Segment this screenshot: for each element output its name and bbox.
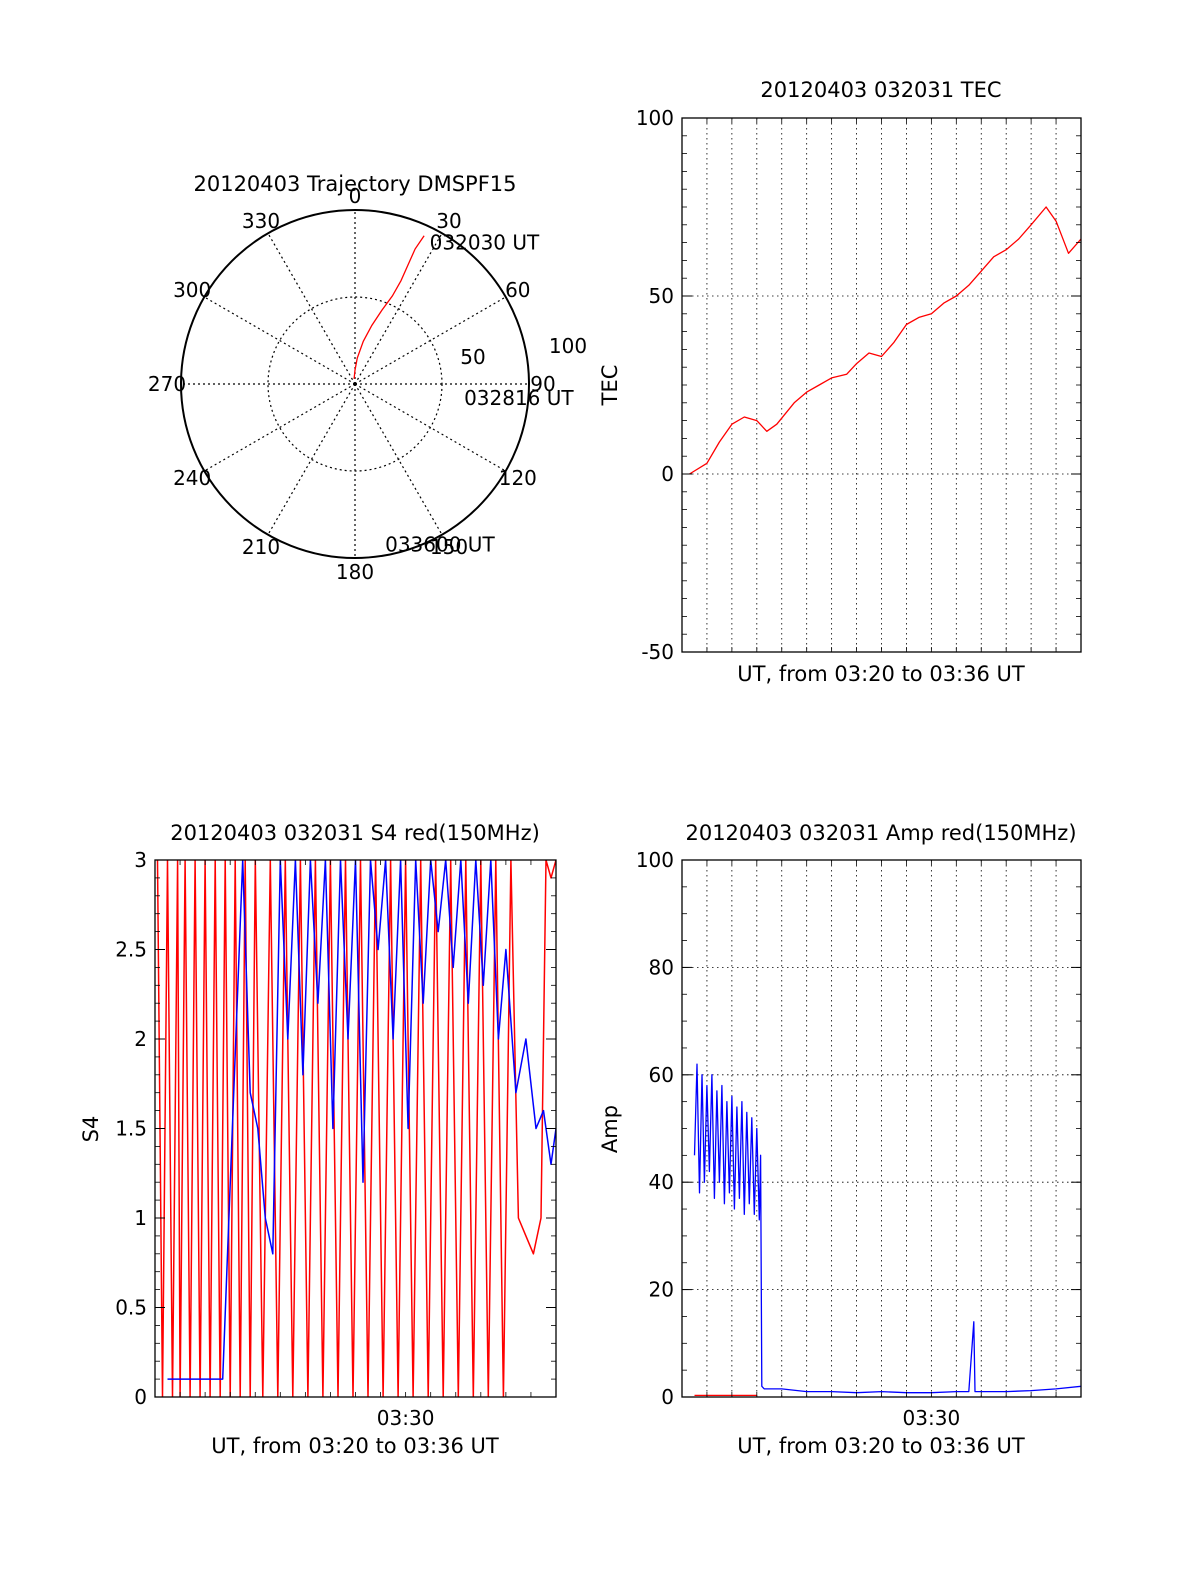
- polar-angle-label: 270: [148, 372, 186, 396]
- series-group: [693, 1063, 1081, 1397]
- polar-angle-label: 180: [336, 560, 374, 584]
- y-tick-label: 40: [649, 1170, 674, 1194]
- trajectory-line: [353, 235, 425, 379]
- y-axis: -50 0 50 100: [636, 106, 1081, 664]
- polar-angle-label: 240: [173, 466, 211, 490]
- series-line: [689, 206, 1081, 475]
- polar-spoke: [267, 383, 356, 535]
- polar-spoke: [267, 233, 356, 385]
- polar-grid: [180, 209, 530, 559]
- x-axis: [681, 118, 1082, 652]
- y-tick-label: -50: [641, 640, 674, 664]
- y-tick-label: 2.5: [115, 938, 147, 962]
- grid-lines: [682, 118, 1081, 652]
- y-tick-label: 0: [661, 1385, 674, 1409]
- y-tick-label: 20: [649, 1278, 674, 1302]
- trajectory-time-label: 032030 UT: [430, 230, 540, 254]
- series-line: [156, 860, 556, 1397]
- polar-angle-labels: 0 30 60 90 120 150 180 210 240 270 300 330 50 100: [148, 184, 587, 584]
- polar-outer-circle: [180, 209, 530, 559]
- trajectory-time-label: 033600 UT: [385, 532, 495, 556]
- polar-angle-label: 30: [436, 209, 461, 233]
- x-tick-label: 03:30: [377, 1406, 435, 1430]
- polar-spoke: [354, 383, 443, 535]
- trajectory-time-label: 032816 UT: [464, 386, 574, 410]
- polar-spoke: [354, 233, 443, 385]
- y-tick-label: 80: [649, 955, 674, 979]
- polar-angle-label: 120: [499, 466, 537, 490]
- series-line: [693, 1063, 1081, 1394]
- polar-angle-label: 90: [530, 372, 555, 396]
- amp-ylabel: Amp: [598, 1105, 622, 1153]
- polar-angle-label: 60: [505, 278, 530, 302]
- s4-panel: 20120403 032031 S4 red(150MHz) UT, from …: [79, 821, 557, 1458]
- polar-angle-label: 150: [430, 535, 468, 559]
- polar-spoke: [204, 383, 356, 472]
- polar-title: 20120403 Trajectory DMSPF15: [193, 172, 516, 196]
- y-axis: 0 20 40 60 80 100: [636, 848, 1081, 1409]
- tec-title: 20120403 032031 TEC: [760, 78, 1001, 102]
- tec-ylabel: TEC: [598, 365, 622, 407]
- s4-xlabel: UT, from 03:20 to 03:36 UT: [211, 1434, 499, 1458]
- y-tick-label: 100: [636, 106, 674, 130]
- y-tick-label: 100: [636, 848, 674, 872]
- amp-panel: 20120403 032031 Amp red(150MHz) UT, from…: [598, 821, 1082, 1458]
- polar-series: [353, 235, 425, 379]
- y-tick-label: 3: [134, 848, 147, 872]
- s4-title: 20120403 032031 S4 red(150MHz): [170, 821, 540, 845]
- polar-annotations: 032030 UT 032816 UT 033600 UT: [385, 230, 574, 556]
- polar-angle-label: 210: [242, 535, 280, 559]
- polar-spoke: [204, 296, 356, 385]
- polar-radial-label: 50: [460, 345, 485, 369]
- trajectory-polar-panel: 20120403 Trajectory DMSPF15 0 30 60 90 120 15…: [148, 172, 587, 584]
- x-tick-label: 03:30: [903, 1406, 961, 1430]
- y-tick-label: 1.5: [115, 1117, 147, 1141]
- polar-spoke: [354, 296, 506, 385]
- y-tick-label: 1: [134, 1206, 147, 1230]
- y-axis: 0 0.5 1 1.5 2 2.5 3: [115, 848, 556, 1409]
- series-group: [689, 206, 1081, 475]
- polar-angle-label: 300: [173, 278, 211, 302]
- polar-radial-label: 100: [549, 334, 587, 358]
- polar-angle-label: 0: [349, 184, 362, 208]
- series-group: [156, 860, 556, 1397]
- tec-panel: 20120403 032031 TEC UT, from 03:20 to 03…: [598, 78, 1082, 686]
- amp-xlabel: UT, from 03:20 to 03:36 UT: [737, 1434, 1025, 1458]
- y-tick-label: 0: [134, 1385, 147, 1409]
- y-tick-label: 60: [649, 1063, 674, 1087]
- y-tick-label: 50: [649, 284, 674, 308]
- polar-spoke: [354, 383, 506, 472]
- s4-ylabel: S4: [79, 1116, 103, 1143]
- polar-angle-label: 330: [242, 209, 280, 233]
- amp-title: 20120403 032031 Amp red(150MHz): [685, 821, 1076, 845]
- y-tick-label: 2: [134, 1027, 147, 1051]
- x-axis: 03:30: [681, 860, 1082, 1430]
- tec-xlabel: UT, from 03:20 to 03:36 UT: [737, 662, 1025, 686]
- x-axis: 03:30: [154, 860, 557, 1430]
- series-line: [167, 860, 556, 1380]
- y-tick-label: 0: [661, 462, 674, 486]
- y-tick-label: 0.5: [115, 1296, 147, 1320]
